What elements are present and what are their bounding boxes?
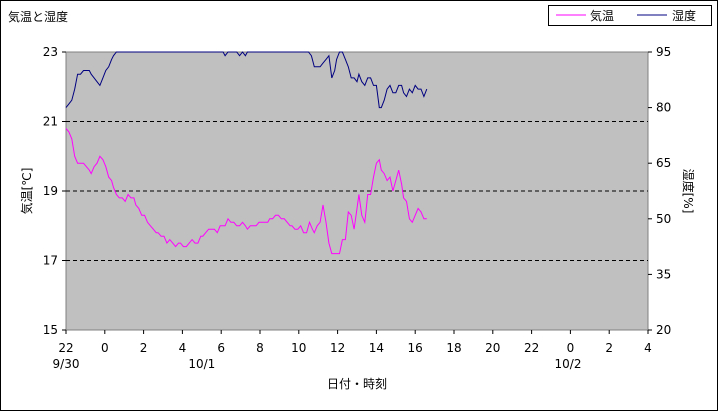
x-tick-label: 12 <box>330 341 345 355</box>
x-tick-label: 22 <box>524 341 539 355</box>
y-tick-label-left: 15 <box>43 323 58 337</box>
y-tick-label-right: 50 <box>656 212 671 226</box>
y-tick-label-left: 19 <box>43 184 58 198</box>
x-tick-label: 8 <box>256 341 264 355</box>
x-tick-label: 6 <box>217 341 225 355</box>
y-tick-label-right: 65 <box>656 156 671 170</box>
y-tick-label-right: 95 <box>656 45 671 59</box>
x-tick-label: 4 <box>644 341 652 355</box>
x-tick-label: 2 <box>605 341 613 355</box>
x-tick-label: 10 <box>291 341 306 355</box>
series-line-humidity <box>65 51 428 109</box>
x-tick-label: 22 <box>58 341 73 355</box>
y-tick-label-left: 17 <box>43 254 58 268</box>
x-tick-label: 14 <box>369 341 384 355</box>
x-axis-label: 日付・時刻 <box>327 377 387 391</box>
x-tick-label: 20 <box>485 341 500 355</box>
date-label: 10/1 <box>188 357 215 371</box>
y-tick-label-right: 20 <box>656 323 671 337</box>
y-axis-label-right: 湿度[%] <box>681 169 696 214</box>
x-tick-label: 18 <box>446 341 461 355</box>
gridlines <box>66 121 648 261</box>
y-tick-label-right: 80 <box>656 101 671 115</box>
y-tick-label-left: 23 <box>43 45 58 59</box>
y-tick-label-left: 21 <box>43 115 58 129</box>
date-label: 10/2 <box>555 357 582 371</box>
y-tick-label-right: 35 <box>656 267 671 281</box>
x-tick-label: 16 <box>408 341 423 355</box>
series-layer <box>65 51 428 255</box>
x-tick-label: 2 <box>140 341 148 355</box>
chart-title: 気温と湿度 <box>8 9 68 24</box>
x-tick-label: 0 <box>101 341 109 355</box>
x-tick-label: 0 <box>567 341 575 355</box>
legend: 気温 湿度 <box>548 5 712 26</box>
series-line-temperature <box>65 128 427 255</box>
legend-label-humidity: 湿度 <box>672 8 696 23</box>
legend-label-temperature: 気温 <box>590 8 614 23</box>
legend-box <box>548 5 712 26</box>
y-axis-label-left: 気温[℃] <box>19 168 34 215</box>
date-label: 9/30 <box>53 357 80 371</box>
x-tick-label: 4 <box>179 341 187 355</box>
